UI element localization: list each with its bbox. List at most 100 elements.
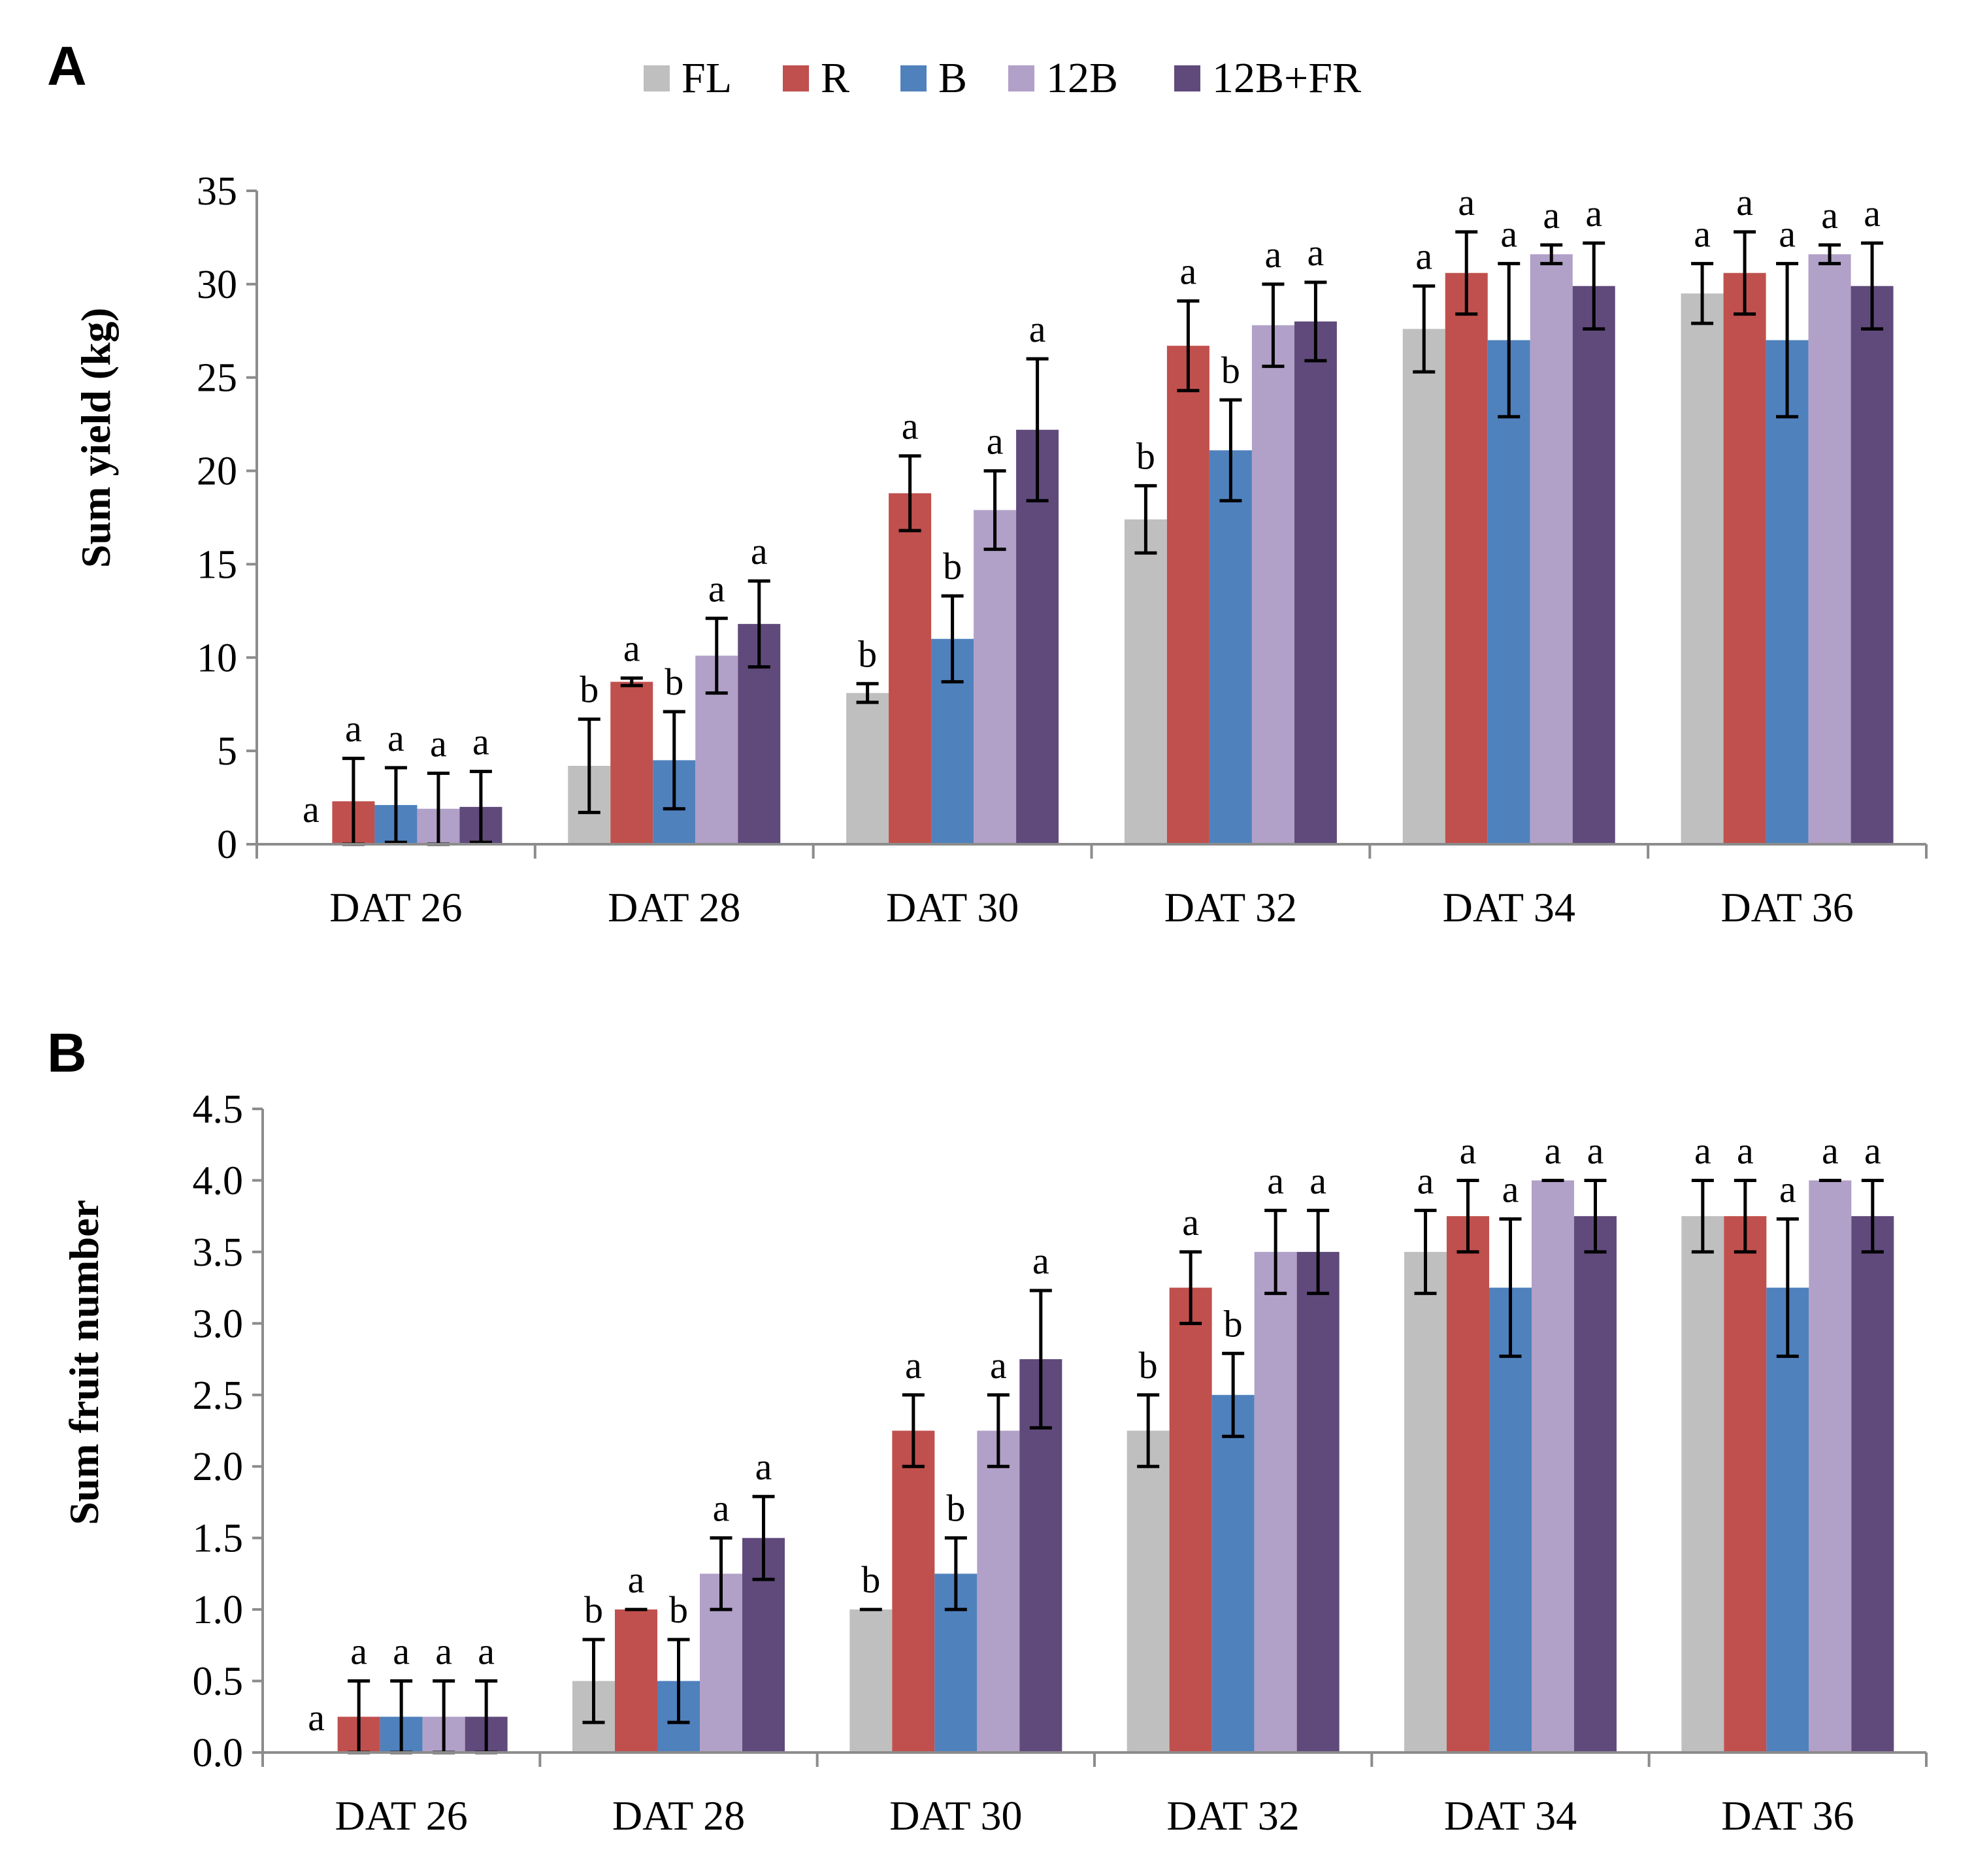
- error-bar: [582, 1637, 605, 1724]
- y-tick-label: 1.0: [193, 1588, 244, 1632]
- bar-FL-DAT-30: [849, 1609, 893, 1753]
- bar-B-DAT-36: [1766, 1287, 1809, 1753]
- significance-letter: a: [713, 1487, 730, 1530]
- error-bar: [1818, 243, 1841, 265]
- y-tick-label: 3.0: [193, 1302, 244, 1346]
- error-bar: [1499, 1217, 1522, 1358]
- error-bar: [578, 717, 600, 814]
- error-bar: [1583, 241, 1605, 331]
- significance-letter: b: [1136, 435, 1155, 477]
- bar-R-DAT-28: [615, 1609, 657, 1753]
- significance-letter: a: [902, 405, 919, 448]
- error-bar: [1262, 282, 1285, 369]
- bar-R-DAT-28: [610, 682, 653, 844]
- bar-12B+FR-DAT-32: [1296, 1251, 1340, 1753]
- y-tick-label: 2.0: [193, 1445, 244, 1489]
- significance-letter: a: [751, 530, 768, 572]
- error-bar: [1861, 241, 1884, 331]
- bar-12B-DAT-36: [1808, 254, 1851, 845]
- error-bar: [1734, 230, 1756, 316]
- legend-label-4: 12B+FR: [1212, 54, 1361, 102]
- significance-letter: a: [1736, 181, 1753, 223]
- bar-FL-DAT-36: [1681, 1216, 1724, 1753]
- y-tick-label: 0.0: [193, 1731, 244, 1775]
- x-category-label: DAT 28: [608, 884, 740, 930]
- error-bar: [663, 710, 685, 811]
- bar-12B+FR-DAT-36: [1851, 286, 1894, 844]
- significance-letter: a: [1779, 1168, 1796, 1211]
- x-category-label: DAT 36: [1721, 1792, 1854, 1839]
- panel-a-label: A: [47, 35, 87, 97]
- bar-R-DAT-36: [1724, 1216, 1767, 1753]
- bar-12B-DAT-32: [1254, 1251, 1297, 1753]
- significance-letter: b: [580, 668, 599, 711]
- error-bar: [1264, 1208, 1287, 1295]
- bar-FL-DAT-30: [846, 693, 889, 844]
- bar-FL-DAT-34: [1404, 1251, 1447, 1753]
- error-bar: [1222, 1351, 1245, 1438]
- significance-letter: a: [1587, 1129, 1604, 1172]
- significance-letter: a: [1822, 1129, 1839, 1172]
- error-bar: [1584, 1178, 1607, 1254]
- significance-letter: a: [345, 708, 362, 750]
- error-bar: [987, 1393, 1010, 1468]
- bar-FL-DAT-32: [1124, 519, 1167, 844]
- bar-12B-DAT-30: [974, 510, 1017, 844]
- significance-letter: a: [1545, 1129, 1562, 1172]
- bar-12B-DAT-32: [1251, 325, 1294, 844]
- significance-letter: a: [472, 721, 489, 763]
- significance-letter: a: [905, 1344, 922, 1387]
- bar-12B+FR-DAT-32: [1294, 321, 1337, 844]
- significance-letter: b: [946, 1487, 965, 1530]
- bar-R-DAT-34: [1445, 272, 1488, 844]
- significance-letter: b: [858, 633, 877, 675]
- bar-B-DAT-32: [1211, 1394, 1255, 1753]
- error-bar: [1026, 357, 1049, 502]
- significance-letter: a: [308, 1696, 325, 1739]
- significance-letter: a: [1694, 1129, 1711, 1172]
- y-tick-label: 15: [197, 542, 237, 587]
- error-bar: [620, 676, 643, 687]
- bar-R-DAT-36: [1723, 272, 1766, 844]
- y-tick-label: 2.5: [193, 1374, 244, 1418]
- legend-label-0: FL: [682, 54, 732, 102]
- bar-12B-DAT-30: [977, 1430, 1020, 1753]
- y-tick-label: 1.5: [193, 1517, 244, 1561]
- error-bar: [1776, 1217, 1799, 1358]
- bar-R-DAT-30: [892, 1430, 935, 1753]
- x-category-label: DAT 34: [1444, 1792, 1577, 1839]
- significance-letter: a: [1265, 233, 1282, 276]
- bar-FL-DAT-32: [1127, 1430, 1170, 1753]
- panel-b-label: B: [47, 1022, 87, 1083]
- bar-12B+FR-DAT-34: [1574, 1216, 1617, 1753]
- bar-R-DAT-32: [1169, 1287, 1212, 1753]
- significance-letter: a: [628, 1558, 645, 1601]
- bar-B-DAT-32: [1209, 450, 1252, 844]
- bar-B-DAT-34: [1487, 340, 1530, 844]
- x-category-label: DAT 30: [889, 1792, 1022, 1839]
- bar-12B-DAT-36: [1809, 1180, 1852, 1753]
- bar-12B-DAT-34: [1530, 254, 1573, 845]
- significance-letter: a: [1309, 1159, 1326, 1202]
- significance-letter: b: [584, 1588, 603, 1631]
- error-bar: [1179, 1250, 1202, 1325]
- significance-letter: a: [303, 788, 320, 831]
- error-bar: [1137, 1393, 1160, 1468]
- y-tick-label: 0.5: [193, 1660, 244, 1704]
- error-bar: [1029, 1289, 1052, 1430]
- significance-letter: a: [987, 420, 1004, 463]
- bar-R-DAT-34: [1447, 1216, 1489, 1753]
- bar-FL-DAT-36: [1681, 293, 1724, 845]
- significance-letter: a: [1821, 194, 1838, 237]
- significance-letter: b: [943, 545, 962, 587]
- y-tick-label: 4.5: [193, 1087, 244, 1132]
- y-tick-label: 35: [197, 169, 237, 214]
- bar-12B+FR-DAT-34: [1572, 286, 1615, 844]
- significance-letter: a: [1032, 1240, 1049, 1282]
- significance-letter: a: [1415, 235, 1432, 278]
- error-bar: [752, 1494, 775, 1581]
- y-tick-label: 5: [217, 729, 237, 774]
- significance-letter: a: [387, 717, 404, 759]
- significance-letter: a: [430, 722, 447, 765]
- significance-letter: a: [1500, 212, 1517, 255]
